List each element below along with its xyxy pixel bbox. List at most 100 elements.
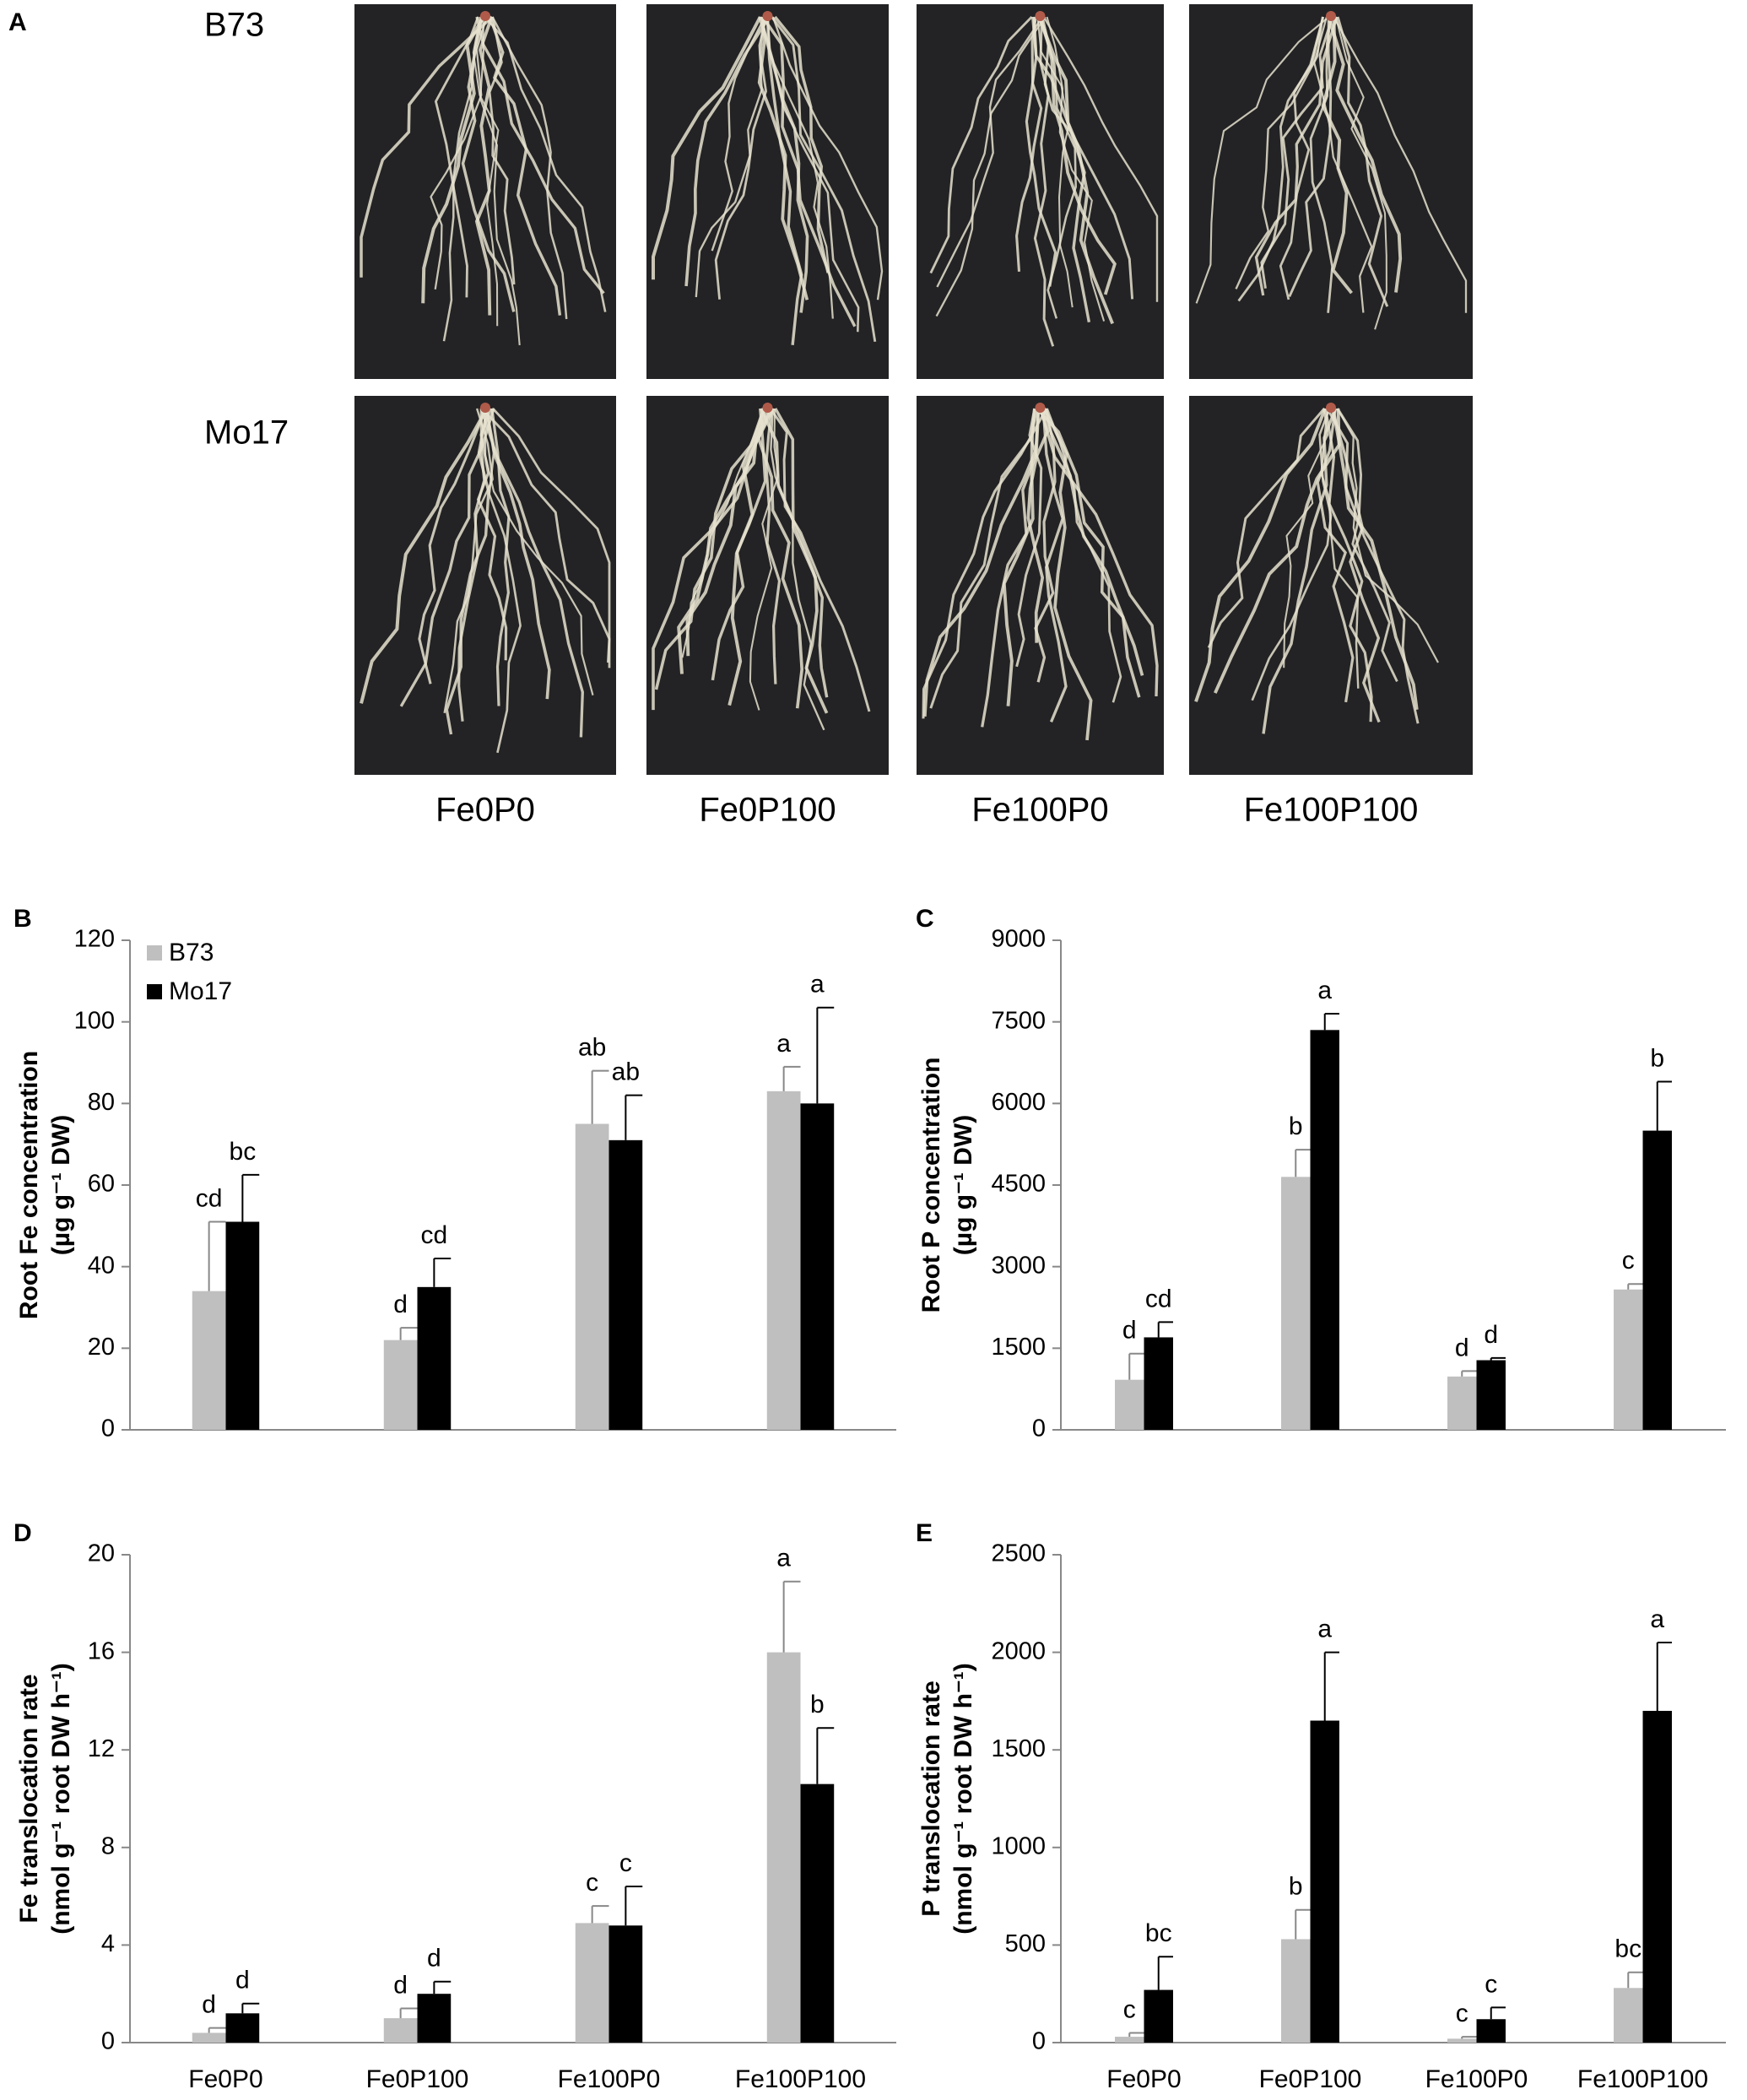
significance-letter: a bbox=[776, 1545, 791, 1572]
bar bbox=[192, 1291, 226, 1430]
root bbox=[684, 16, 771, 287]
root bbox=[1336, 408, 1398, 683]
row-label: B73 bbox=[204, 7, 264, 44]
root bbox=[491, 16, 568, 320]
root bbox=[1288, 16, 1333, 297]
root-base bbox=[480, 403, 490, 413]
bar bbox=[575, 1123, 609, 1430]
significance-letter: d bbox=[393, 1291, 408, 1318]
root bbox=[1323, 408, 1373, 723]
root bbox=[484, 408, 594, 695]
root bbox=[474, 16, 494, 316]
bar bbox=[383, 1340, 418, 1430]
root-base bbox=[1326, 403, 1336, 413]
bar bbox=[766, 1652, 801, 2043]
panel-label: C bbox=[916, 905, 934, 933]
root-photo bbox=[354, 4, 616, 379]
x-tick-label: Fe100P0 bbox=[558, 2065, 661, 2093]
x-tick-label: Fe0P100 bbox=[366, 2065, 469, 2093]
root bbox=[1002, 408, 1036, 706]
bar bbox=[383, 2018, 418, 2043]
bar bbox=[575, 1923, 609, 2043]
x-tick-label: Fe0P0 bbox=[188, 2065, 262, 2093]
bar bbox=[192, 2032, 226, 2043]
bar bbox=[1144, 1337, 1173, 1430]
root bbox=[922, 408, 1041, 717]
root bbox=[757, 408, 804, 709]
y-tick-label: 0 bbox=[101, 1415, 115, 1442]
significance-letter: b bbox=[1289, 1112, 1303, 1140]
root bbox=[1279, 16, 1325, 300]
y-tick-label: 1500 bbox=[991, 1735, 1046, 1762]
root bbox=[1015, 408, 1043, 668]
panel-label: E bbox=[916, 1519, 933, 1547]
root bbox=[929, 408, 1038, 709]
root bbox=[443, 408, 494, 714]
y-tick-label: 100 bbox=[74, 1007, 115, 1034]
root bbox=[488, 16, 562, 316]
significance-letter: b bbox=[810, 1691, 825, 1718]
root bbox=[771, 16, 877, 343]
y-tick-label: 0 bbox=[1032, 2028, 1046, 2055]
legend-label: Mo17 bbox=[169, 977, 232, 1005]
root bbox=[360, 15, 494, 278]
root-photo bbox=[1189, 396, 1473, 775]
root bbox=[1334, 16, 1387, 330]
root bbox=[1033, 16, 1055, 347]
root bbox=[484, 16, 607, 312]
root-photo bbox=[917, 4, 1164, 379]
significance-letter: bc bbox=[1145, 1919, 1172, 1947]
y-axis-label: Root P concentration bbox=[917, 1058, 945, 1313]
significance-letter: bc bbox=[1614, 1935, 1642, 1963]
root bbox=[1262, 408, 1338, 734]
root bbox=[1042, 408, 1093, 741]
x-tick-label: Fe100P100 bbox=[735, 2065, 866, 2093]
root bbox=[935, 16, 1047, 317]
root bbox=[711, 16, 766, 252]
y-axis-label: Root Fe concentration bbox=[15, 1051, 43, 1319]
root bbox=[765, 16, 803, 345]
significance-letter: cd bbox=[196, 1184, 223, 1212]
root bbox=[485, 408, 522, 754]
column-label: Fe0P0 bbox=[435, 792, 535, 829]
root bbox=[475, 16, 605, 295]
root bbox=[769, 408, 871, 712]
significance-letter: b bbox=[1650, 1044, 1664, 1072]
root bbox=[480, 408, 611, 663]
root bbox=[1036, 407, 1141, 698]
y-tick-label: 4500 bbox=[991, 1171, 1046, 1198]
root bbox=[1235, 16, 1324, 290]
root bbox=[1320, 408, 1360, 689]
root bbox=[1331, 408, 1419, 711]
significance-letter: a bbox=[810, 971, 825, 999]
y-axis-label: (µg g⁻¹ DW) bbox=[949, 1115, 977, 1255]
significance-letter: d bbox=[1455, 1334, 1469, 1361]
bar bbox=[1281, 1939, 1311, 2043]
root bbox=[484, 408, 551, 700]
y-tick-label: 4 bbox=[101, 1930, 115, 1957]
y-axis-label: Fe translocation rate bbox=[15, 1674, 43, 1923]
root bbox=[434, 16, 479, 298]
root bbox=[774, 408, 829, 698]
root bbox=[1207, 408, 1326, 649]
root bbox=[399, 408, 495, 707]
y-tick-label: 500 bbox=[1005, 1930, 1046, 1957]
root bbox=[479, 16, 521, 346]
root-base bbox=[1035, 403, 1046, 413]
root bbox=[922, 408, 1048, 719]
bar bbox=[1115, 2037, 1144, 2043]
y-tick-label: 6000 bbox=[991, 1089, 1046, 1116]
root bbox=[773, 15, 830, 273]
panel-label: A bbox=[8, 8, 27, 36]
y-tick-label: 40 bbox=[88, 1252, 115, 1279]
significance-letter: d bbox=[427, 1945, 441, 1973]
y-tick-label: 8 bbox=[101, 1832, 115, 1859]
root bbox=[421, 16, 485, 304]
root bbox=[770, 408, 825, 731]
bar bbox=[800, 1783, 835, 2043]
significance-letter: a bbox=[1650, 1605, 1664, 1633]
bar bbox=[417, 1286, 452, 1430]
y-tick-label: 7500 bbox=[991, 1007, 1046, 1034]
bar bbox=[1447, 2038, 1477, 2043]
